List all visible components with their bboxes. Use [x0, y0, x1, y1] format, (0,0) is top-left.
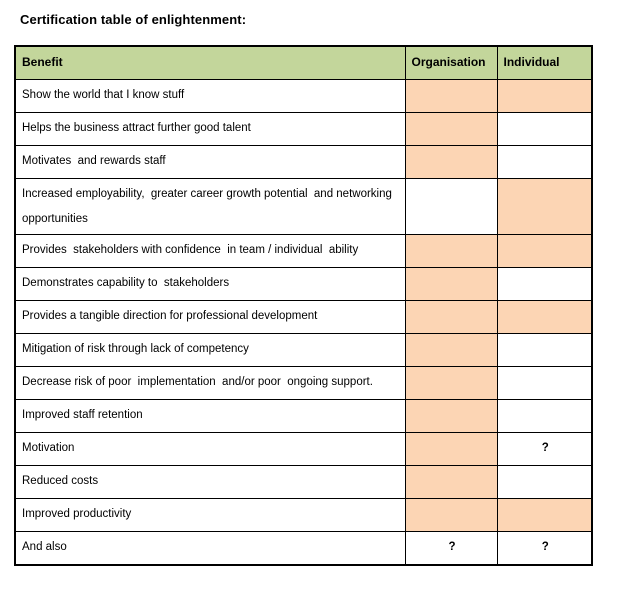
- individual-cell: [496, 300, 593, 334]
- organisation-cell: [404, 465, 498, 499]
- header-organisation: Organisation: [404, 45, 498, 80]
- certification-benefits-table: Benefit Organisation Individual Show the…: [14, 45, 593, 566]
- benefit-cell: Motivates and rewards staff: [14, 145, 406, 179]
- organisation-cell: [404, 399, 498, 433]
- table-row: Decrease risk of poor implementation and…: [14, 366, 593, 400]
- individual-cell: [496, 267, 593, 301]
- benefit-cell: Provides stakeholders with confidence in…: [14, 234, 406, 268]
- benefit-cell: Improved productivity: [14, 498, 406, 532]
- benefit-cell: Demonstrates capability to stakeholders: [14, 267, 406, 301]
- organisation-cell: [404, 112, 498, 146]
- benefit-cell: Provides a tangible direction for profes…: [14, 300, 406, 334]
- benefit-cell: Motivation: [14, 432, 406, 466]
- benefit-cell: Improved staff retention: [14, 399, 406, 433]
- organisation-cell: [404, 145, 498, 179]
- table-row: Motivates and rewards staff: [14, 145, 593, 179]
- table-row: Improved productivity: [14, 498, 593, 532]
- table-header: Benefit Organisation Individual: [14, 45, 593, 80]
- header-row: Benefit Organisation Individual: [14, 45, 593, 80]
- individual-cell: [496, 145, 593, 179]
- benefit-cell: Reduced costs: [14, 465, 406, 499]
- individual-cell: [496, 465, 593, 499]
- individual-cell: [496, 234, 593, 268]
- organisation-cell: [404, 498, 498, 532]
- individual-cell: [496, 399, 593, 433]
- benefit-cell: Increased employability, greater career …: [14, 178, 406, 235]
- table-row: Demonstrates capability to stakeholders: [14, 267, 593, 301]
- header-individual: Individual: [496, 45, 593, 80]
- organisation-cell: [404, 178, 498, 235]
- table-row: Provides a tangible direction for profes…: [14, 300, 593, 334]
- organisation-cell: [404, 300, 498, 334]
- benefit-cell: Decrease risk of poor implementation and…: [14, 366, 406, 400]
- table-row: Motivation ?: [14, 432, 593, 466]
- organisation-cell: [404, 366, 498, 400]
- table-body: Show the world that I know stuff Helps t…: [14, 79, 593, 566]
- organisation-cell: ?: [404, 531, 498, 566]
- page-title: Certification table of enlightenment:: [20, 12, 247, 27]
- table-row: Helps the business attract further good …: [14, 112, 593, 146]
- benefit-cell: Helps the business attract further good …: [14, 112, 406, 146]
- table-row: And also ? ?: [14, 531, 593, 566]
- individual-cell: ?: [496, 531, 593, 566]
- table-row: Improved staff retention: [14, 399, 593, 433]
- organisation-cell: [404, 432, 498, 466]
- organisation-cell: [404, 333, 498, 367]
- organisation-cell: [404, 79, 498, 113]
- individual-cell: [496, 79, 593, 113]
- individual-cell: [496, 498, 593, 532]
- table-row: Mitigation of risk through lack of compe…: [14, 333, 593, 367]
- header-benefit: Benefit: [14, 45, 406, 80]
- individual-cell: [496, 178, 593, 235]
- benefit-cell: Show the world that I know stuff: [14, 79, 406, 113]
- table-row: Provides stakeholders with confidence in…: [14, 234, 593, 268]
- individual-cell: ?: [496, 432, 593, 466]
- table-row: Increased employability, greater career …: [14, 178, 593, 235]
- individual-cell: [496, 333, 593, 367]
- individual-cell: [496, 112, 593, 146]
- benefit-cell: And also: [14, 531, 406, 566]
- table-row: Show the world that I know stuff: [14, 79, 593, 113]
- table-row: Reduced costs: [14, 465, 593, 499]
- individual-cell: [496, 366, 593, 400]
- organisation-cell: [404, 234, 498, 268]
- benefit-cell: Mitigation of risk through lack of compe…: [14, 333, 406, 367]
- organisation-cell: [404, 267, 498, 301]
